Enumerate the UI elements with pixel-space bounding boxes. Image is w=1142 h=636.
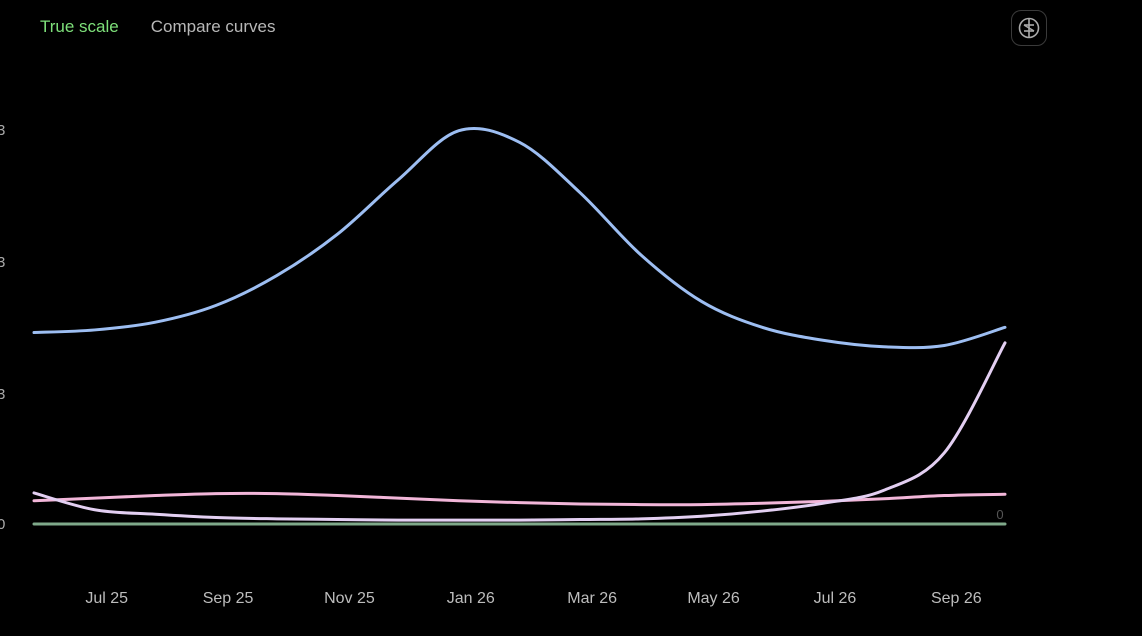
x-tick-label: Nov 25 — [324, 590, 375, 607]
x-tick-label: May 26 — [687, 590, 740, 607]
tab-true-scale[interactable]: True scale — [40, 17, 119, 36]
x-tick-label: Jan 26 — [447, 590, 495, 607]
scale-tabs: True scale Compare curves — [40, 17, 275, 37]
tab-compare-curves[interactable]: Compare curves — [150, 17, 276, 36]
scale-toggle-icon — [1018, 17, 1040, 39]
series-layer — [32, 126, 1007, 526]
x-axis-ticks: Jul 25 Sep 25 Nov 25 Jan 26 Mar 26 May 26 Jul … — [85, 590, 981, 607]
y-axis-ticks: 0 3 3 3 — [0, 122, 5, 533]
y-tick-label: 0 — [0, 516, 5, 533]
scale-toggle-button[interactable] — [1011, 10, 1047, 46]
series-line-0 — [32, 126, 1007, 350]
x-tick-label: Sep 26 — [931, 590, 982, 607]
x-tick-label: Jul 26 — [814, 590, 857, 607]
x-tick-label: Sep 25 — [203, 590, 254, 607]
series-line-1 — [32, 341, 1007, 522]
y-tick-label: 3 — [0, 254, 5, 271]
y-tick-label: 3 — [0, 386, 5, 403]
x-tick-label: Jul 25 — [85, 590, 128, 607]
x-tick-label: Mar 26 — [567, 590, 617, 607]
series-line-2 — [32, 491, 1007, 507]
y-tick-label: 3 — [0, 122, 5, 139]
end-value-label: 0 — [996, 507, 1003, 522]
